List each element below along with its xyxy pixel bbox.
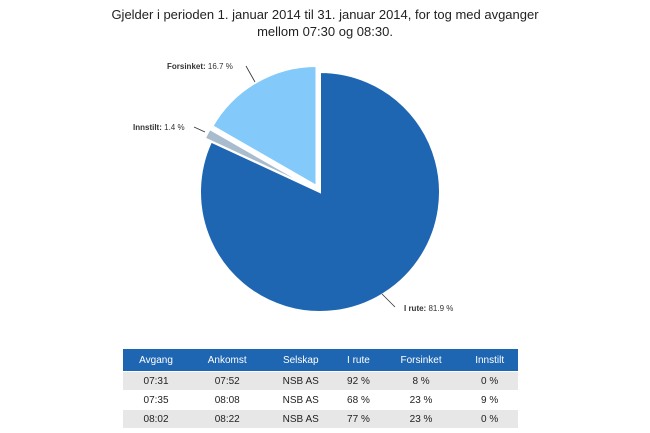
table-row: 07:35 08:08 NSB AS 68 % 23 % 9 %: [123, 390, 518, 410]
header-forsinket: Forsinket: [380, 349, 462, 372]
pie-slice-i-rute: [199, 70, 441, 313]
header-i-rute: I rute: [336, 349, 381, 372]
subtitle-line-1: Gjelder i perioden 1. januar 2014 til 31…: [111, 7, 539, 22]
cell-selskap: NSB AS: [265, 390, 337, 410]
leader-line-forsinket: [245, 65, 256, 83]
pie-chart: I rute: 81.9 % Innstilt: 1.4 % Forsinket: …: [133, 62, 453, 313]
cell-forsinket: 8 %: [380, 371, 462, 391]
table-row: 07:31 07:52 NSB AS 92 % 8 % 0 %: [123, 371, 518, 391]
cell-avgang: 08:02: [123, 409, 190, 428]
subtitle-line-2: mellom 07:30 og 08:30.: [257, 24, 393, 39]
cell-forsinket: 23 %: [380, 409, 462, 428]
cell-i-rute: 92 %: [336, 371, 381, 391]
chart-subtitle: Gjelder i perioden 1. januar 2014 til 31…: [0, 6, 650, 40]
leader-line-innstilt: [193, 126, 206, 133]
cell-innstilt: 0 %: [461, 409, 518, 428]
cell-innstilt: 0 %: [461, 371, 518, 391]
cell-ankomst: 07:52: [189, 371, 266, 391]
slice-label-innstilt: Innstilt: 1.4 %: [133, 123, 185, 132]
table-header-row: Avgang Ankomst Selskap I rute Forsinket …: [123, 349, 518, 372]
departures-table: Avgang Ankomst Selskap I rute Forsinket …: [123, 349, 518, 428]
cell-ankomst: 08:22: [189, 409, 266, 428]
slice-label-forsinket: Forsinket: 16.7 %: [167, 62, 233, 71]
cell-avgang: 07:31: [123, 371, 190, 391]
cell-selskap: NSB AS: [265, 409, 337, 428]
cell-selskap: NSB AS: [265, 371, 337, 391]
slice-label-i-rute: I rute: 81.9 %: [404, 304, 453, 313]
cell-forsinket: 23 %: [380, 390, 462, 410]
cell-i-rute: 68 %: [336, 390, 381, 410]
header-avgang: Avgang: [123, 349, 190, 372]
pie-slice-innstilt: [203, 127, 315, 190]
cell-innstilt: 9 %: [461, 390, 518, 410]
pie-slice-forsinket: [211, 64, 318, 188]
header-innstilt: Innstilt: [461, 349, 518, 372]
table-row: 08:02 08:22 NSB AS 77 % 23 % 0 %: [123, 409, 518, 428]
leader-line-i-rute: [381, 293, 396, 308]
cell-ankomst: 08:08: [189, 390, 266, 410]
cell-avgang: 07:35: [123, 390, 190, 410]
header-ankomst: Ankomst: [189, 349, 266, 372]
cell-i-rute: 77 %: [336, 409, 381, 428]
header-selskap: Selskap: [265, 349, 337, 372]
